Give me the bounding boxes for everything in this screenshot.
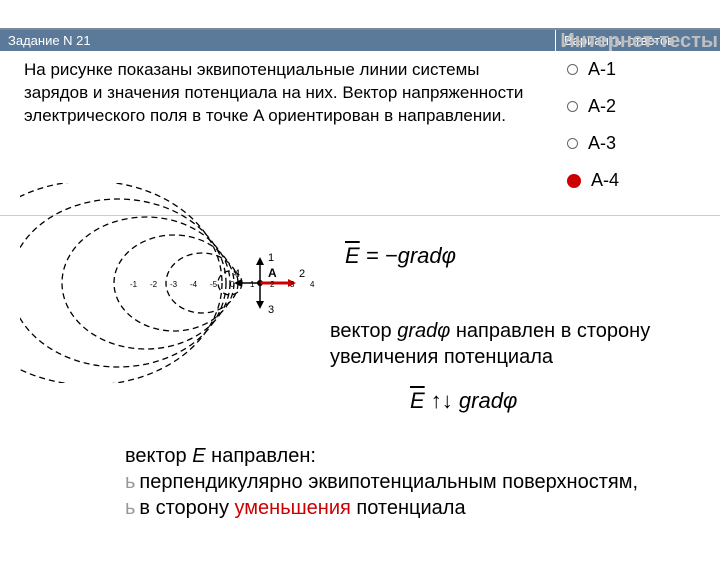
equipotential-diagram: 1234A -1-2-3-4-501234 (20, 183, 340, 383)
svg-text:A: A (268, 266, 277, 280)
svg-text:4: 4 (310, 280, 315, 289)
svg-text:2: 2 (270, 280, 275, 289)
svg-text:-3: -3 (170, 280, 178, 289)
svg-text:1: 1 (268, 252, 274, 264)
e-vector: E (410, 388, 425, 413)
svg-text:1: 1 (250, 280, 255, 289)
e-vector: E (345, 243, 360, 268)
answer-1[interactable]: A-1 (567, 59, 708, 80)
bullet-icon: ь (125, 471, 135, 493)
answer-4[interactable]: A-4 (567, 170, 708, 191)
grad-phi: gradφ (398, 243, 456, 268)
task-label: Задание N 21 (0, 30, 555, 51)
grad-italic: gradφ (397, 320, 450, 342)
formula-1: E = −gradφ (345, 243, 456, 269)
answer-label: A-1 (588, 59, 616, 80)
svg-text:-2: -2 (150, 280, 158, 289)
red-text: уменьшения (235, 497, 351, 519)
explanation-2: вектор E направлен: ьперпендикулярно экв… (125, 443, 685, 521)
svg-text:0: 0 (230, 280, 235, 289)
explanation-1: вектор gradφ направлен в сторону увеличе… (330, 318, 710, 370)
answer-3[interactable]: A-3 (567, 133, 708, 154)
answer-label: A-3 (588, 133, 616, 154)
answers-list: A-1 A-2 A-3 A-4 (555, 51, 720, 215)
svg-text:3: 3 (268, 304, 274, 316)
svg-text:-4: -4 (190, 280, 198, 289)
formula-2: E ↑↓ gradφ (410, 388, 517, 414)
radio-icon (567, 138, 578, 149)
answer-label: A-4 (591, 170, 619, 191)
answer-2[interactable]: A-2 (567, 96, 708, 117)
watermark: Интернет-тесты (560, 30, 718, 53)
grad-phi: gradφ (459, 388, 517, 413)
bullet-icon: ь (125, 497, 135, 519)
svg-text:3: 3 (290, 280, 295, 289)
radio-icon (567, 64, 578, 75)
svg-text:2: 2 (299, 268, 305, 280)
svg-text:-5: -5 (210, 280, 218, 289)
radio-filled-icon (567, 174, 581, 188)
svg-text:4: 4 (234, 268, 240, 280)
radio-icon (567, 101, 578, 112)
svg-text:-1: -1 (130, 280, 138, 289)
answer-label: A-2 (588, 96, 616, 117)
